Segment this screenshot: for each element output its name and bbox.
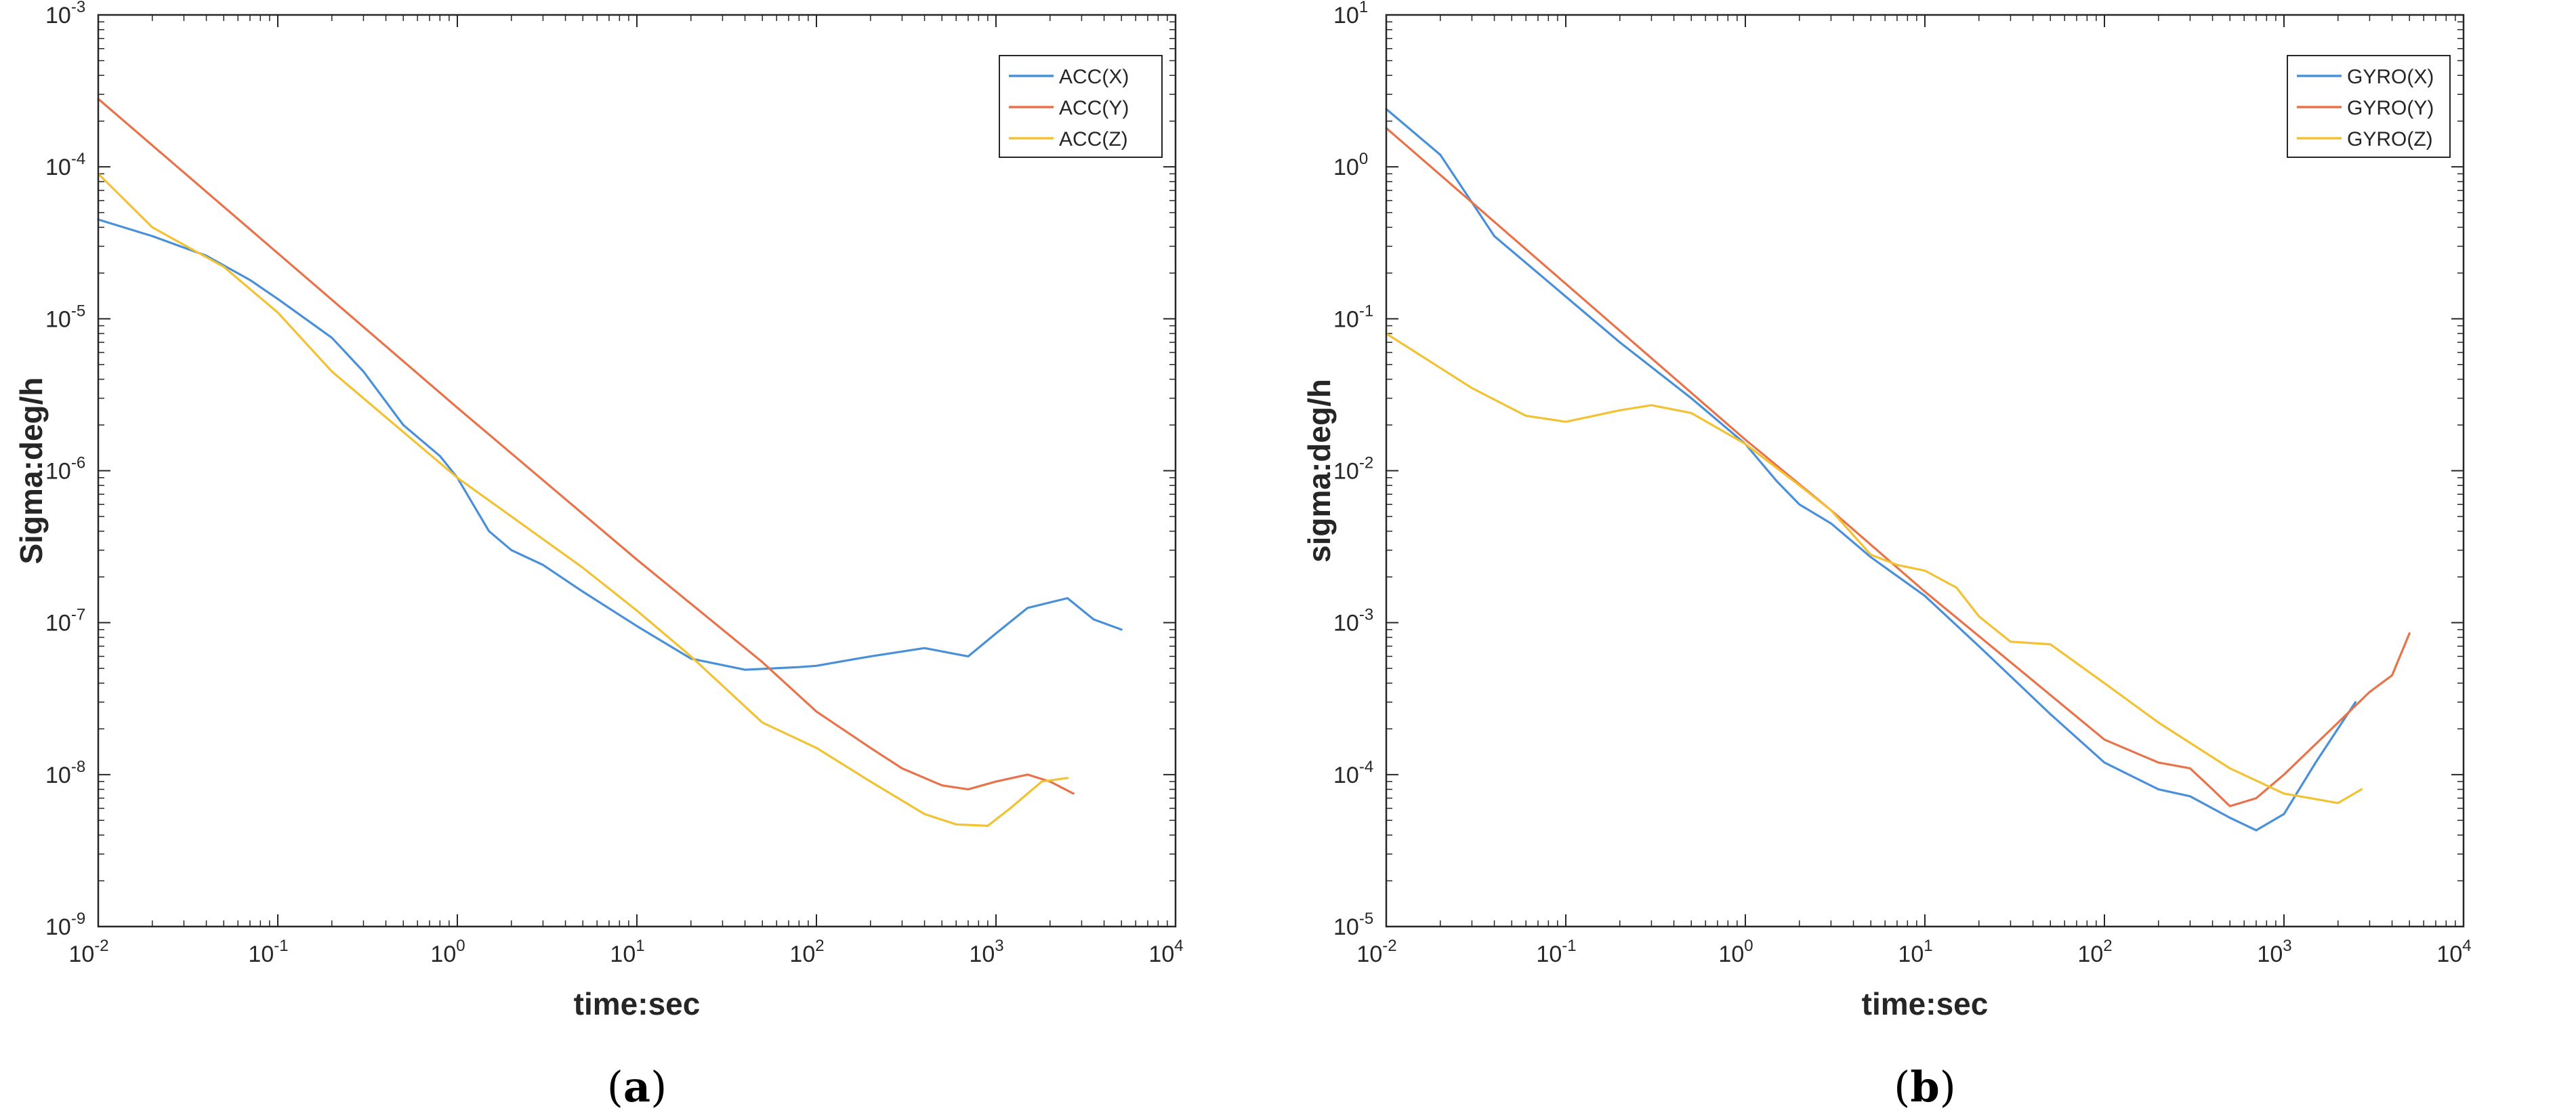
axes-frame [1385,14,2465,928]
x-tick-label: 100 [1718,937,1753,967]
x-tick-label: 10-1 [1536,937,1576,967]
legend-label: ACC(Y) [1059,97,1129,119]
x-axis-label: time:sec [1862,986,1989,1021]
x-axis-label: time:sec [574,986,701,1021]
panel-caption: (b) [1894,1062,1956,1112]
legend-label: ACC(Z) [1059,128,1128,150]
x-tick-label: 103 [2257,937,2291,967]
legend-label: GYRO(Z) [2347,128,2433,150]
chart-panel-a: 10-2 10-1 100 101 102 103 104 10-9 10-8 10-7 10-6 1… [14,0,1184,1112]
x-tick-label: 100 [430,937,465,967]
series-line-gyrox [1385,108,2357,832]
y-axis-label: sigma:deg/h [1302,379,1337,563]
x-tick-label: 104 [2436,937,2471,967]
y-tick-label: 10-5 [1333,910,1373,940]
y-axis-label: Sigma:deg/h [14,377,49,564]
panel-caption: (a) [607,1062,667,1112]
x-tick-label: 102 [2077,937,2112,967]
series-line-accy [97,98,1075,795]
x-tick-label: 10-2 [1356,937,1396,967]
legend-label: ACC(X) [1059,66,1129,88]
y-tick-label: 100 [1333,150,1368,180]
x-tick-label: 102 [789,937,824,967]
y-tick-label: 10-5 [45,302,85,332]
series-line-gyroz [1385,332,2363,805]
y-tick-label: 10-4 [1333,758,1373,788]
x-tick-label: 101 [610,937,644,967]
y-tick-label: 10-7 [45,606,85,636]
legend-label: GYRO(Y) [2347,97,2434,119]
y-tick-label: 10-8 [45,758,85,788]
chart-b-svg: 10-2 10-1 100 101 102 103 104 10-5 10-4 10-3 10-2 1… [1302,0,2472,1112]
x-tick-label: 104 [1148,937,1183,967]
axes-frame [97,14,1177,928]
y-tick-label: 10-3 [45,0,85,28]
legend: GYRO(X) GYRO(Y) GYRO(Z) [2287,55,2451,158]
minor-ticks [1386,15,2464,927]
series-line-accx [97,218,1123,671]
y-tick-label: 10-6 [45,454,85,485]
y-tick-label: 101 [1333,0,1368,28]
y-tick-label: 10-9 [45,910,85,940]
y-tick-label: 10-1 [1333,302,1373,332]
chart-panel-b: 10-2 10-1 100 101 102 103 104 10-5 10-4 10-3 10-2 1… [1288,0,2576,1117]
minor-ticks [98,15,1176,927]
plot-area [98,15,1176,927]
chart-a-svg: 10-2 10-1 100 101 102 103 104 10-9 10-8 10-7 10-6 1… [14,0,1184,1112]
y-tick-label: 10-4 [45,150,85,180]
x-tick-label: 10-1 [248,937,288,967]
y-tick-label: 10-3 [1333,606,1373,636]
legend: ACC(X) ACC(Y) ACC(Z) [999,55,1163,158]
series-line-accz [97,172,1069,828]
legend-label: GYRO(X) [2347,66,2434,88]
y-tick-label: 10-2 [1333,454,1373,485]
x-tick-label: 103 [969,937,1003,967]
x-tick-label: 101 [1898,937,1932,967]
x-tick-label: 10-2 [68,937,108,967]
